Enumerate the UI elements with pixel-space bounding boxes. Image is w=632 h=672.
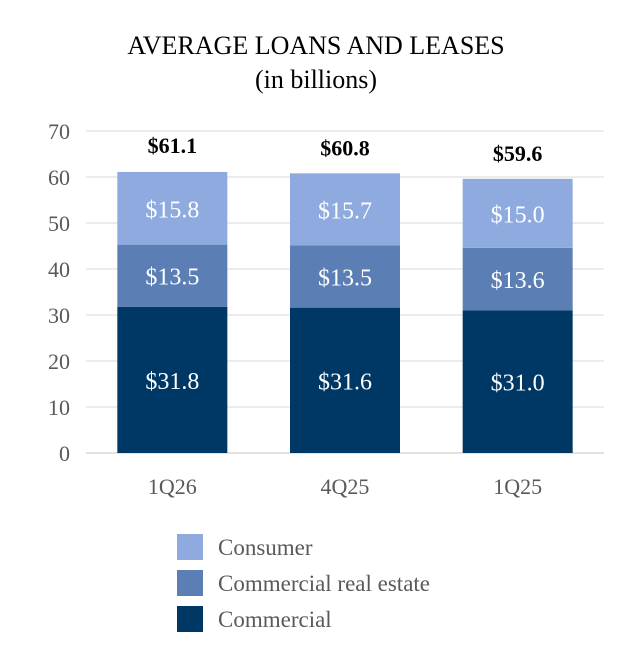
total-label: $60.8 bbox=[320, 135, 370, 160]
bars: $31.8 $13.5 $15.8 $61.1 $31.6 $13.5 $15.7 $60.8… bbox=[117, 133, 573, 453]
data-label: $13.5 bbox=[145, 265, 199, 291]
y-tick-label: 70 bbox=[48, 119, 70, 144]
y-tick-label: 50 bbox=[48, 211, 70, 236]
data-label: $31.6 bbox=[318, 369, 372, 395]
x-tick-label: 1Q25 bbox=[493, 474, 542, 499]
chart-subtitle: (in billions) bbox=[255, 65, 377, 94]
bar-segment bbox=[290, 245, 400, 308]
legend-swatch bbox=[177, 534, 203, 560]
bar-segment bbox=[462, 310, 573, 453]
bar-segment bbox=[117, 171, 228, 245]
y-tick-label: 40 bbox=[48, 257, 70, 282]
data-label: $15.7 bbox=[318, 198, 372, 224]
bar-segment bbox=[290, 173, 400, 246]
data-label: $13.5 bbox=[318, 266, 372, 292]
y-tick-label: 60 bbox=[48, 165, 70, 190]
bar-segment bbox=[117, 306, 228, 453]
data-label: $13.6 bbox=[491, 268, 545, 294]
bar-segment bbox=[290, 307, 400, 453]
data-label: $15.0 bbox=[491, 202, 545, 228]
legend-swatch bbox=[177, 606, 203, 632]
x-tick-label: 4Q25 bbox=[321, 474, 370, 499]
data-label: $31.0 bbox=[491, 371, 545, 397]
total-label: $61.1 bbox=[148, 133, 198, 158]
x-tick-label: 1Q26 bbox=[148, 474, 197, 499]
data-label: $31.8 bbox=[145, 369, 199, 395]
legend-label: Commercial real estate bbox=[218, 571, 430, 596]
y-tick-label: 30 bbox=[48, 303, 70, 328]
total-label: $59.6 bbox=[493, 141, 543, 166]
x-axis: 1Q26 4Q25 1Q25 bbox=[148, 474, 542, 499]
y-tick-label: 10 bbox=[48, 395, 70, 420]
bar-segment bbox=[462, 247, 573, 311]
legend-label: Consumer bbox=[218, 535, 313, 560]
chart-title: AVERAGE LOANS AND LEASES bbox=[127, 31, 504, 60]
data-label: $15.8 bbox=[145, 197, 199, 223]
legend-label: Commercial bbox=[218, 607, 332, 632]
y-axis: 0 10 20 30 40 50 60 70 bbox=[48, 119, 70, 466]
bar-segment bbox=[117, 244, 228, 307]
y-tick-label: 0 bbox=[59, 441, 70, 466]
bar-segment bbox=[462, 178, 573, 248]
legend-swatch bbox=[177, 570, 203, 596]
legend: Consumer Commercial real estate Commercial bbox=[177, 534, 430, 632]
y-tick-label: 20 bbox=[48, 349, 70, 374]
